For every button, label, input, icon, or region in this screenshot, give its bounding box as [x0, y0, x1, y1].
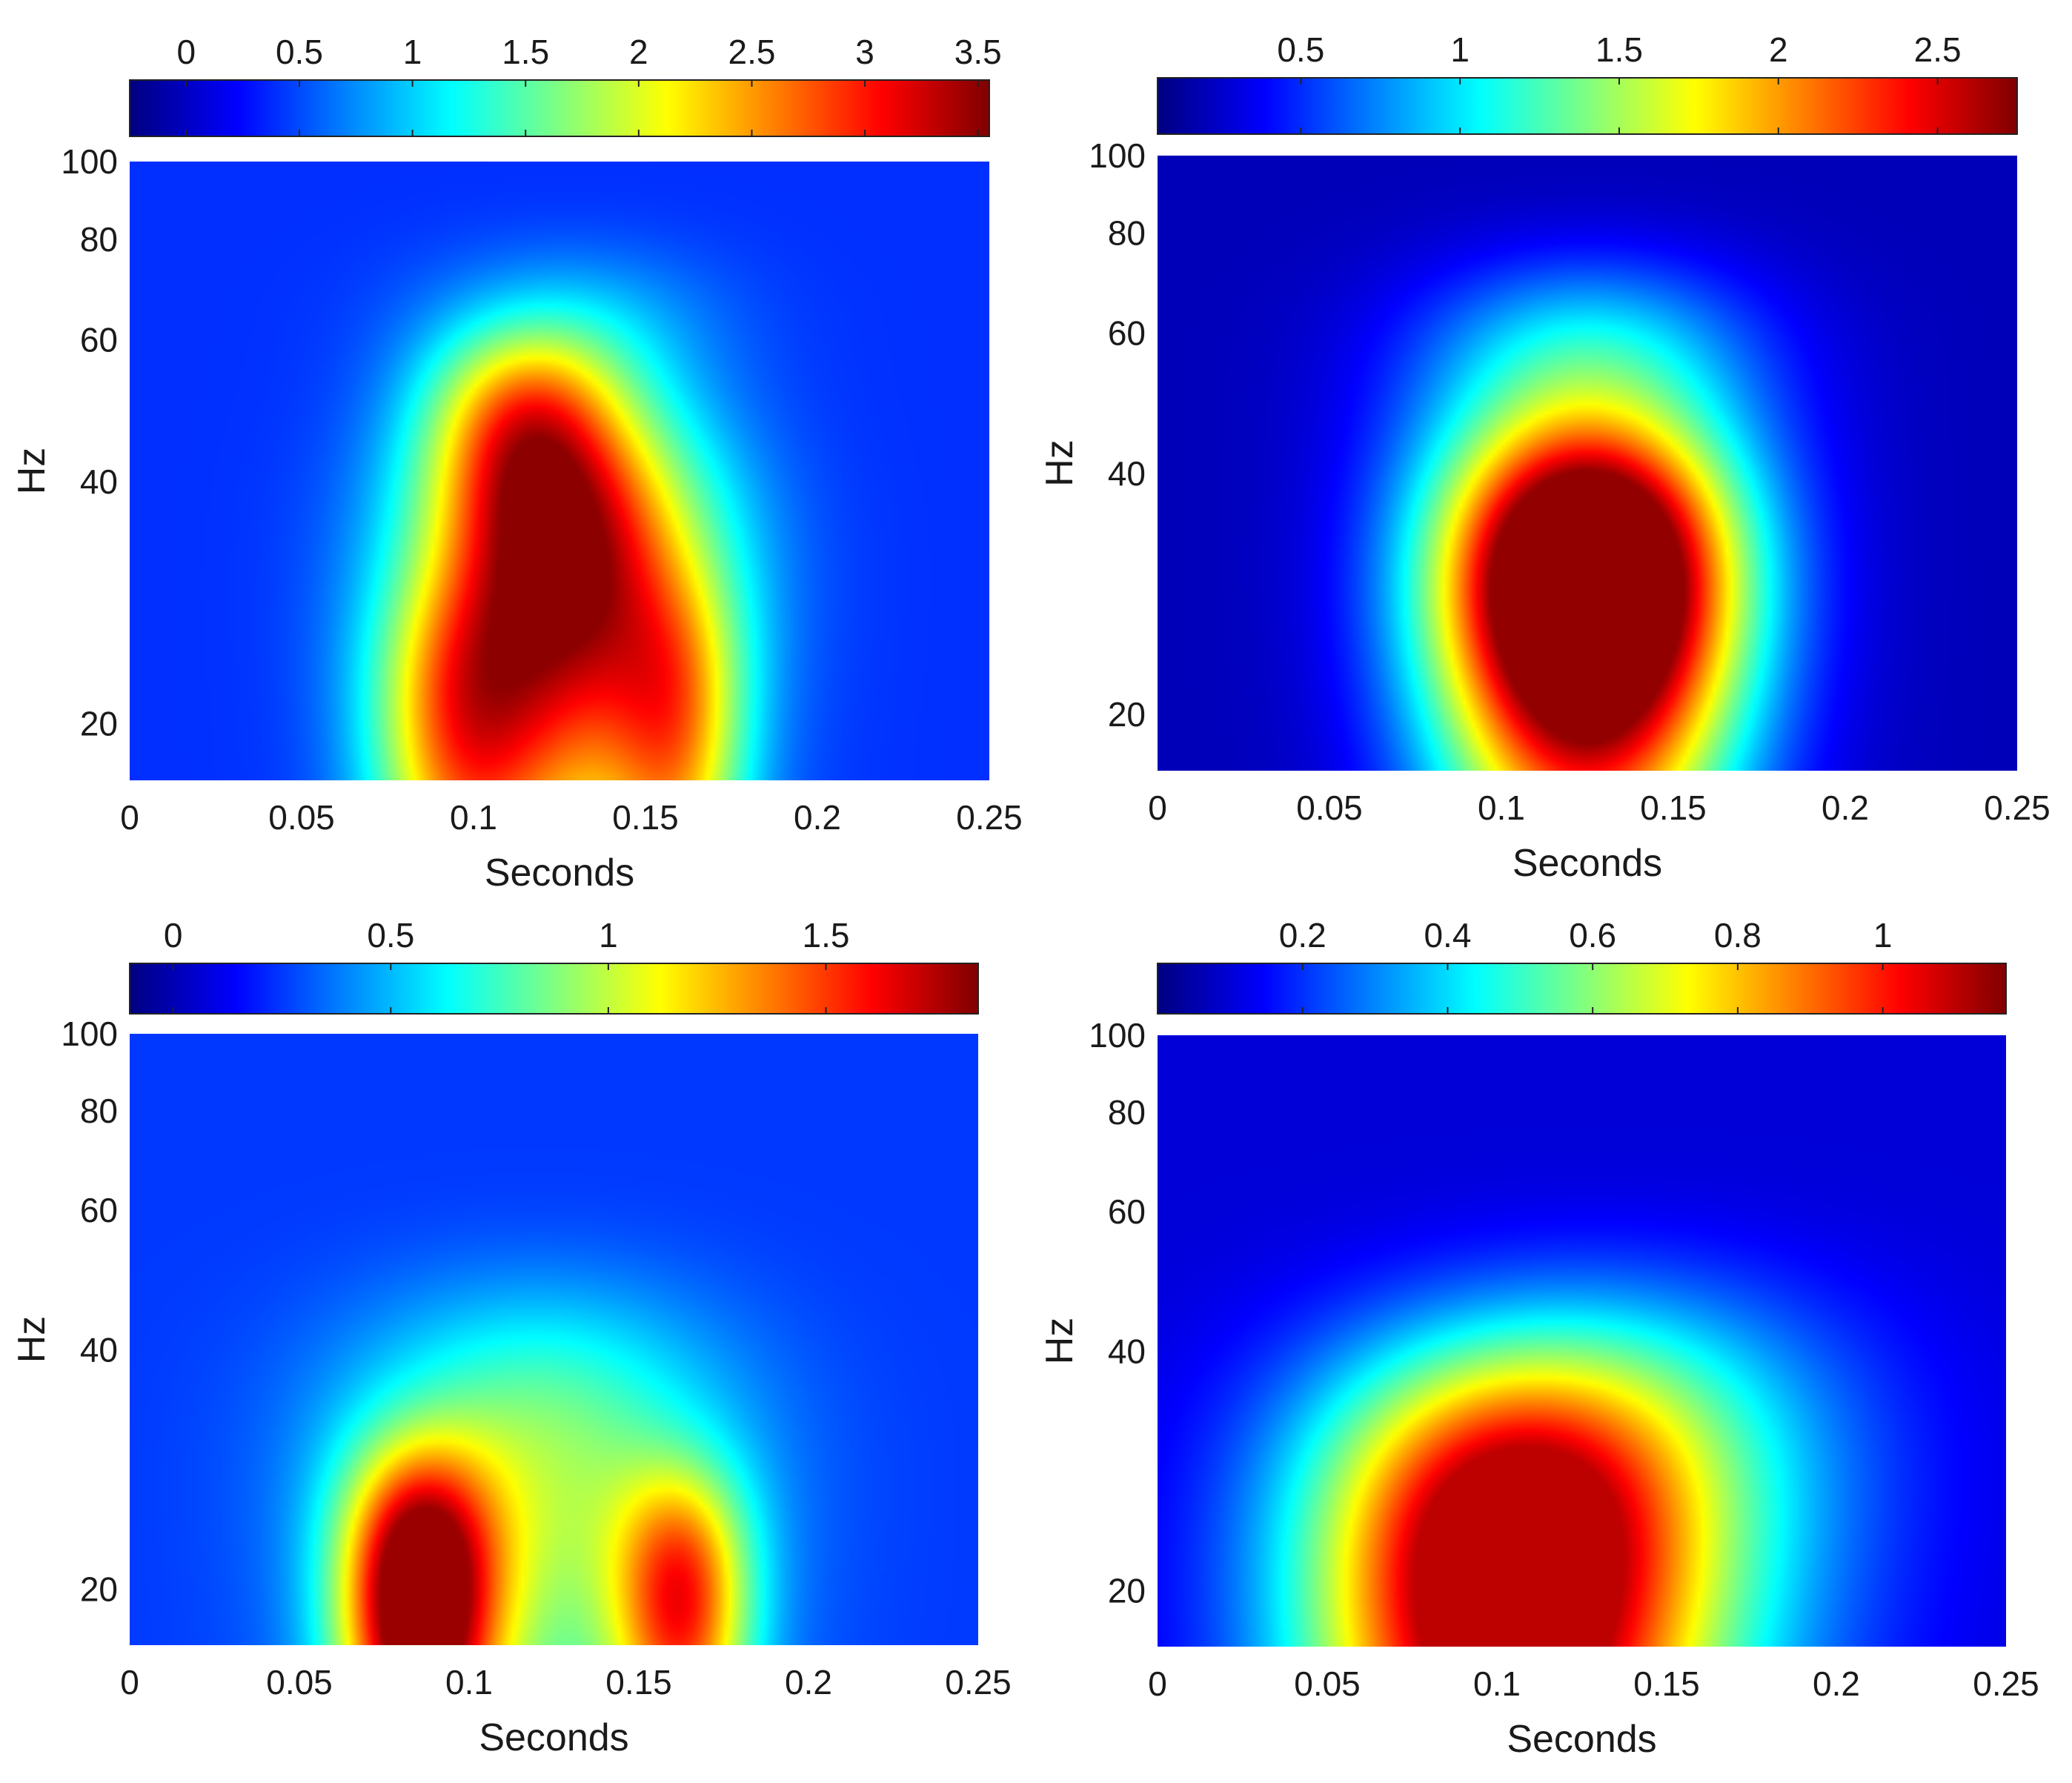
x-axis-label: Seconds — [485, 851, 634, 894]
y-tick-label: 60 — [1108, 313, 1146, 352]
heatmap-image — [130, 1034, 978, 1645]
x-tick-label: 0.2 — [1813, 1664, 1860, 1703]
y-tick-label: 40 — [1108, 454, 1146, 493]
colorbar-tick-label: 0.4 — [1424, 916, 1471, 954]
x-tick-label: 0.25 — [1984, 788, 2051, 827]
x-tick-label: 0.25 — [945, 1663, 1012, 1701]
y-tick-label: 60 — [80, 321, 118, 359]
y-tick-label: 80 — [1108, 214, 1146, 253]
colorbar — [1157, 963, 2007, 1015]
y-tick-label: 80 — [1108, 1093, 1146, 1132]
y-tick-label: 40 — [1108, 1332, 1146, 1371]
x-axis-label: Seconds — [1507, 1718, 1656, 1761]
heatmap-image — [1158, 156, 2017, 771]
x-axis-label: Seconds — [1513, 842, 1662, 885]
colorbar-tick-label: 3.5 — [954, 33, 1002, 71]
y-tick-label: 60 — [80, 1191, 118, 1229]
colorbar-tick-label: 2.5 — [1914, 30, 1962, 69]
x-tick-label: 0.05 — [1296, 788, 1363, 827]
x-tick-label: 0.1 — [1478, 788, 1525, 827]
x-tick-label: 0.2 — [785, 1663, 832, 1701]
colorbar-tick-label: 0.5 — [367, 916, 414, 954]
y-axis-label: Hz — [1038, 439, 1081, 487]
x-tick-label: 0.05 — [268, 798, 335, 837]
colorbar-tick-label: 0 — [164, 916, 183, 954]
colorbar-tick-label: 0.5 — [1277, 30, 1324, 69]
y-tick-label: 20 — [1108, 695, 1146, 734]
y-tick-label: 80 — [80, 1092, 118, 1130]
colorbar — [129, 963, 979, 1015]
x-tick-label: 0.1 — [1473, 1664, 1521, 1703]
y-tick-label: 100 — [1089, 136, 1146, 175]
colorbar-tick-label: 0.8 — [1714, 916, 1761, 954]
y-tick-label: 100 — [1089, 1016, 1146, 1055]
colorbar-tick-label: 1.5 — [1595, 30, 1643, 69]
y-tick-label: 60 — [1108, 1192, 1146, 1231]
x-tick-label: 0 — [120, 798, 139, 837]
y-tick-label: 40 — [80, 1331, 118, 1369]
y-tick-label: 80 — [80, 220, 118, 259]
heatmap-image — [1158, 1035, 2006, 1647]
y-axis-label: Hz — [10, 1316, 53, 1364]
y-tick-label: 100 — [61, 1015, 118, 1053]
colorbar-tick-label: 0.2 — [1279, 916, 1326, 954]
x-tick-label: 0.15 — [605, 1663, 672, 1701]
colorbar-tick-label: 3 — [855, 33, 874, 71]
colorbar-tick-label: 2 — [1769, 30, 1788, 69]
x-tick-label: 0.1 — [445, 1663, 493, 1701]
y-tick-label: 20 — [1108, 1571, 1146, 1610]
colorbar — [1157, 77, 2018, 135]
colorbar-tick-label: 1.5 — [803, 916, 850, 954]
colorbar — [129, 79, 990, 137]
x-tick-label: 0.05 — [1294, 1664, 1361, 1703]
colorbar-tick-label: 1 — [403, 33, 422, 71]
x-tick-label: 0.15 — [1640, 788, 1707, 827]
x-tick-label: 0.25 — [956, 798, 1023, 837]
heatmap-image — [130, 162, 989, 780]
y-tick-label: 20 — [80, 704, 118, 743]
colorbar-tick-label: 1.5 — [502, 33, 549, 71]
y-tick-label: 40 — [80, 462, 118, 501]
y-tick-label: 100 — [61, 142, 118, 181]
colorbar-tick-label: 0 — [177, 33, 196, 71]
x-tick-label: 0.2 — [1822, 788, 1869, 827]
x-axis-label: Seconds — [479, 1716, 628, 1759]
colorbar-tick-label: 1 — [599, 916, 618, 954]
y-axis-label: Hz — [1038, 1318, 1081, 1365]
x-tick-label: 0 — [1148, 1664, 1167, 1703]
colorbar-tick-label: 0.5 — [276, 33, 323, 71]
x-tick-label: 0.05 — [266, 1663, 333, 1701]
colorbar-tick-label: 0.6 — [1569, 916, 1616, 954]
x-tick-label: 0 — [120, 1663, 139, 1701]
colorbar-tick-label: 2.5 — [728, 33, 775, 71]
x-tick-label: 0.15 — [1633, 1664, 1700, 1703]
x-tick-label: 0.25 — [1973, 1664, 2039, 1703]
colorbar-tick-label: 1 — [1873, 916, 1893, 954]
x-tick-label: 0 — [1148, 788, 1167, 827]
colorbar-tick-label: 2 — [629, 33, 648, 71]
y-axis-label: Hz — [10, 448, 53, 495]
y-tick-label: 20 — [80, 1570, 118, 1608]
x-tick-label: 0.15 — [612, 798, 679, 837]
colorbar-tick-label: 1 — [1450, 30, 1470, 69]
x-tick-label: 0.2 — [794, 798, 841, 837]
x-tick-label: 0.1 — [450, 798, 497, 837]
